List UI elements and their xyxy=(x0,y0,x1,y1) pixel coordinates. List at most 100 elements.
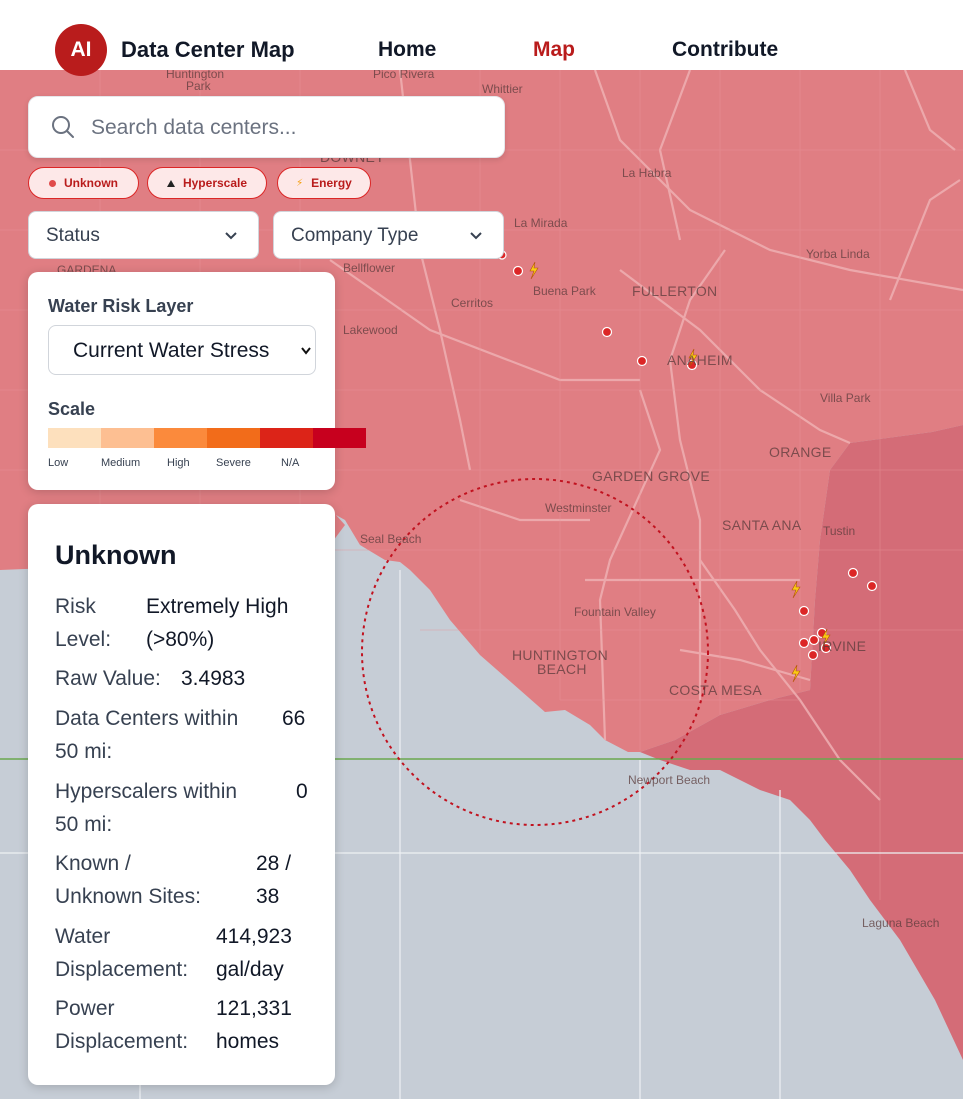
map-label: Newport Beach xyxy=(628,773,711,787)
scale-swatch-severe xyxy=(260,428,313,448)
chip-energy[interactable]: ⚡ Energy xyxy=(277,167,371,199)
water-layer-select[interactable]: Current Water Stress xyxy=(48,325,316,375)
chevron-down-icon xyxy=(470,232,482,240)
map-label: Huntington xyxy=(166,70,225,81)
top-nav-bar: AI Data Center Map Home Map Contribute xyxy=(0,0,963,76)
scale-label-severe: Severe xyxy=(216,457,251,469)
known-unknown-value: 28 /38 xyxy=(256,852,292,908)
search-icon xyxy=(52,116,74,138)
map-label: Fountain Valley xyxy=(574,605,656,619)
map-label: SANTA ANA xyxy=(722,517,802,533)
marker-unknown xyxy=(798,637,810,649)
chip-unknown[interactable]: Unknown xyxy=(28,167,139,199)
water-risk-title: Water Risk Layer xyxy=(48,296,194,316)
marker-energy xyxy=(688,348,698,367)
map-label: HUNTINGTON xyxy=(512,647,609,663)
scale-title: Scale xyxy=(48,399,96,419)
scale-swatch-low-medium xyxy=(101,428,154,448)
raw-value-label: Raw Value: xyxy=(55,667,161,690)
scale-swatch-na xyxy=(313,428,366,448)
marker-energy xyxy=(791,664,801,683)
chip-label: Energy xyxy=(311,176,352,190)
marker-unknown xyxy=(820,642,832,654)
scale-swatch-low xyxy=(48,428,101,448)
company-type-select-label: Company Type xyxy=(291,225,419,246)
map-label: IRVINE xyxy=(818,638,867,654)
chip-hyperscale[interactable]: Hyperscale xyxy=(147,167,267,199)
scale-label-na: N/A xyxy=(281,457,300,469)
marker-unknown xyxy=(798,605,810,617)
chevron-down-icon xyxy=(301,347,311,355)
marker-energy xyxy=(791,580,801,599)
data-centers-value: 66 xyxy=(282,707,306,730)
scale-label-low: Low xyxy=(48,457,69,469)
risk-level-label: Risk Level: xyxy=(55,595,112,651)
brand-title[interactable]: Data Center Map xyxy=(121,37,295,62)
marker-unknown xyxy=(866,580,878,592)
marker-unknown xyxy=(601,326,613,338)
map-label: GARDEN GROVE xyxy=(592,468,710,484)
info-title: Unknown xyxy=(55,540,177,570)
chevron-down-icon xyxy=(225,232,237,240)
status-select[interactable]: Status xyxy=(28,211,259,259)
marker-unknown xyxy=(807,649,819,661)
data-center-markers[interactable] xyxy=(497,250,878,661)
map-label: Tustin xyxy=(823,524,856,538)
map-label: Westminster xyxy=(545,501,612,515)
map-label: Seal Beach xyxy=(360,532,422,546)
energy-markers[interactable] xyxy=(529,261,831,683)
marker-unknown xyxy=(808,634,820,646)
chip-label: Unknown xyxy=(64,176,118,190)
map-label: Whittier xyxy=(482,82,523,96)
lightning-icon: ⚡ xyxy=(296,177,304,189)
raw-value: 3.4983 xyxy=(181,667,246,690)
triangle-icon xyxy=(166,179,175,187)
map-label: ORANGE xyxy=(769,444,832,460)
water-layer-value: Current Water Stress xyxy=(73,339,270,362)
map-label: ANAHEIM xyxy=(667,352,733,368)
map-label: Park xyxy=(186,79,211,93)
dot-icon xyxy=(49,179,56,187)
nav-contribute[interactable]: Contribute xyxy=(672,38,779,61)
map-label: Lakewood xyxy=(343,323,398,337)
company-type-select[interactable]: Company Type xyxy=(273,211,504,259)
hyperscalers-value: 0 xyxy=(296,780,308,803)
location-info-panel: Unknown Risk Level: Extremely High (>80%) … xyxy=(28,504,335,1085)
search-input[interactable] xyxy=(89,111,493,145)
land-extreme-stress xyxy=(640,425,963,1060)
power-displacement-label: Power Displacement: xyxy=(55,997,189,1053)
scale-swatch-medium-high xyxy=(154,428,207,448)
radius-circle xyxy=(361,478,709,826)
nav-home[interactable]: Home xyxy=(378,38,437,61)
map-label: BEACH xyxy=(537,661,587,677)
map-label: Laguna Beach xyxy=(862,916,940,930)
marker-unknown xyxy=(847,567,859,579)
scale-bar xyxy=(48,428,366,448)
map-label: Yorba Linda xyxy=(806,247,870,261)
map-label: Pico Rivera xyxy=(373,70,435,81)
map-label: La Mirada xyxy=(514,216,568,230)
map-label: Cerritos xyxy=(451,296,494,310)
chip-label: Hyperscale xyxy=(182,176,248,190)
map-label: FULLERTON xyxy=(632,283,718,299)
marker-unknown xyxy=(512,265,524,277)
known-unknown-label: Known / Unknown Sites: xyxy=(55,852,201,908)
marker-unknown xyxy=(636,355,648,367)
marker-energy xyxy=(529,261,539,280)
map-label: Villa Park xyxy=(820,391,871,405)
data-centers-label: Data Centers within 50 mi: xyxy=(55,707,239,763)
logo-badge[interactable]: AI xyxy=(55,24,107,76)
nav-map[interactable]: Map xyxy=(533,38,575,61)
map-label: Buena Park xyxy=(533,284,596,298)
status-select-label: Status xyxy=(46,225,100,246)
map-label: COSTA MESA xyxy=(669,682,762,698)
map-label: La Habra xyxy=(622,166,672,180)
scale-swatch-high-severe xyxy=(207,428,260,448)
scale-label-high: High xyxy=(167,457,190,469)
map-label: Bellflower xyxy=(343,261,396,275)
water-risk-panel: Water Risk Layer Current Water Stress Sc… xyxy=(28,272,366,490)
search-box[interactable] xyxy=(28,96,505,158)
power-displacement-value: 121,331 homes xyxy=(216,997,292,1053)
marker-energy xyxy=(821,628,831,647)
water-displacement-value: 414,923 gal/day xyxy=(216,925,292,981)
